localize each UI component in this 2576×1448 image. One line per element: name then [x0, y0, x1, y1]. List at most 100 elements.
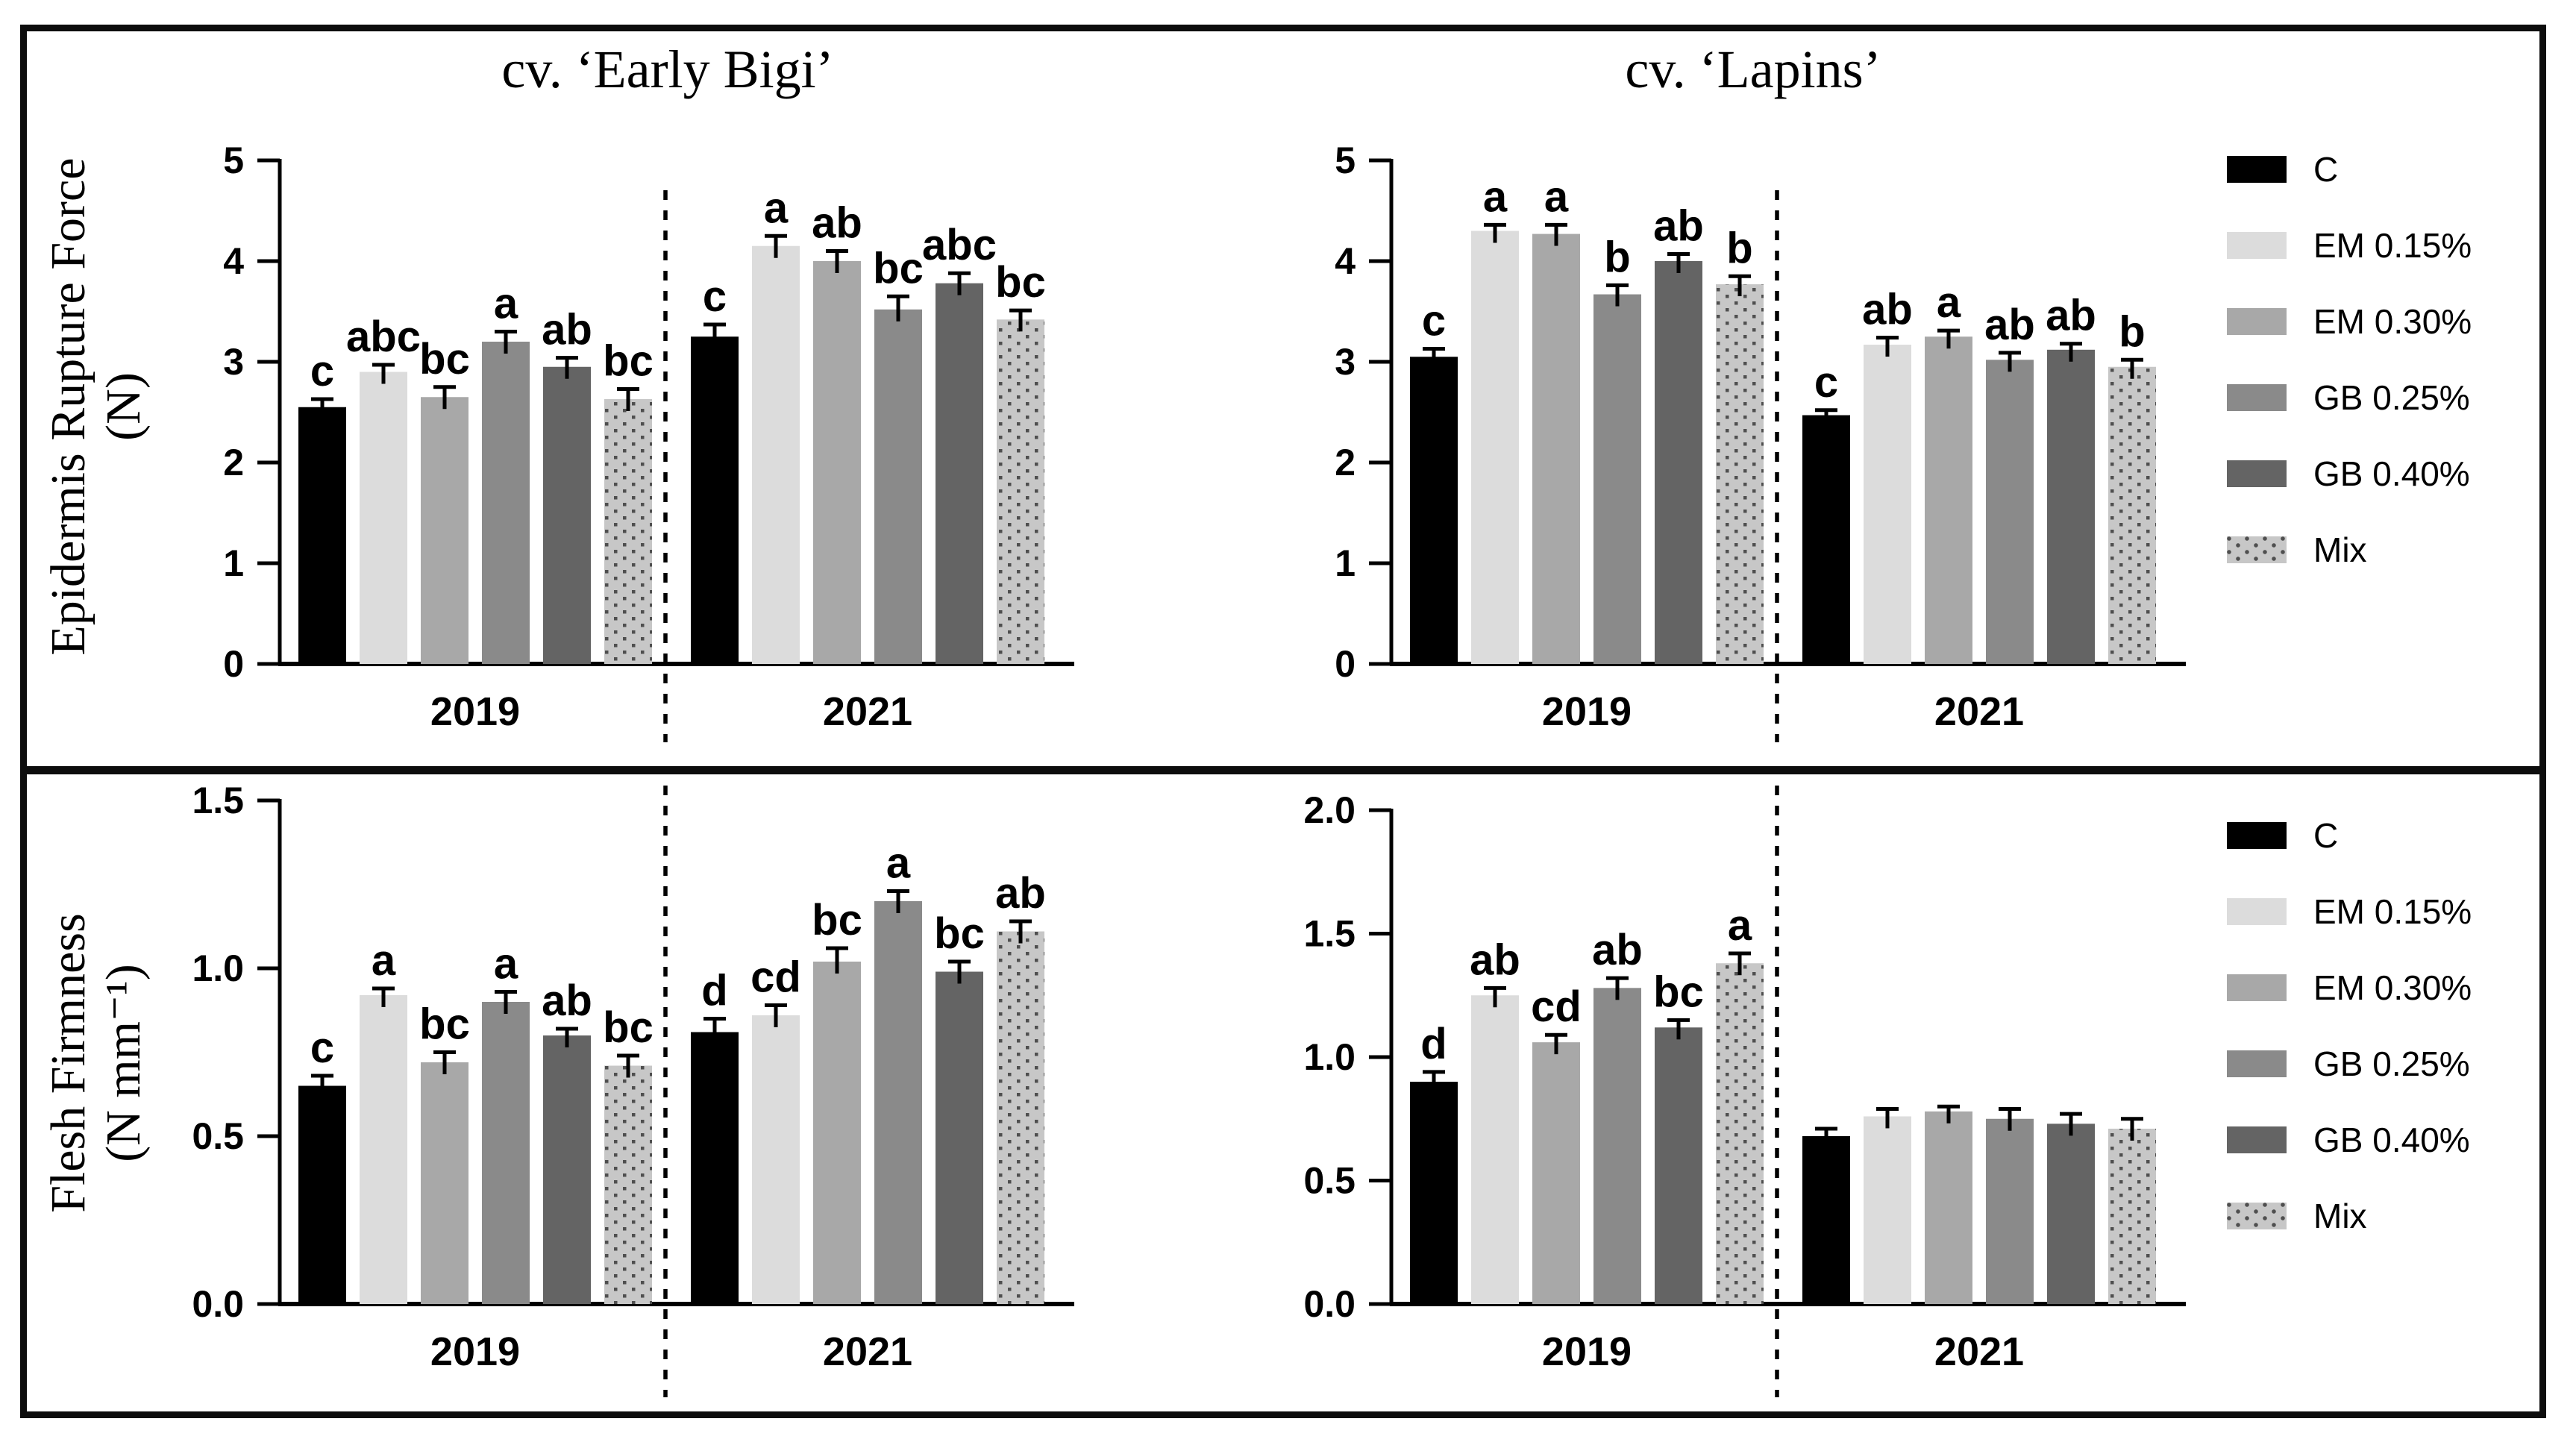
y-axis-tick-label: 2	[1335, 442, 1356, 483]
bar	[997, 931, 1044, 1304]
bar-group-2019-em-0-30-: cd	[1531, 982, 1582, 1304]
significance-letter: bc	[812, 896, 862, 944]
legend-item: C	[2227, 815, 2472, 856]
bar-group-2021-em-0-15-	[1864, 1107, 1911, 1304]
significance-letter: bc	[603, 336, 654, 385]
significance-letter: b	[1726, 224, 1752, 272]
significance-letter: abc	[346, 313, 421, 361]
bar	[997, 319, 1044, 664]
bar-group-2019-mix: bc	[603, 1003, 654, 1304]
bar-group-2021-em-0-30-: a	[1925, 278, 1972, 664]
bar	[813, 962, 861, 1304]
significance-letter: c	[1422, 296, 1446, 345]
bar-group-2021-gb-0-40-	[2047, 1112, 2095, 1304]
y-axis-tick-label: 0	[223, 643, 244, 685]
bar-group-2019-em-0-15-: ab	[1470, 935, 1520, 1304]
bar-group-2019-em-0-30-: bc	[419, 1000, 470, 1304]
bar-group-2021-em-0-15-: a	[752, 184, 800, 664]
bar-group-2019-c: d	[1410, 1020, 1458, 1304]
bar-group-2021-gb-0-25-: bc	[873, 244, 924, 664]
x-group-label-2021: 2021	[823, 689, 912, 734]
bar	[1655, 1027, 1702, 1304]
bar	[1532, 1042, 1580, 1304]
bar-group-2019-gb-0-40-: ab	[542, 977, 592, 1304]
bar-group-2019-em-0-15-: a	[1471, 172, 1519, 664]
bar-group-2021-c: d	[691, 967, 739, 1304]
bar-group-2019-mix: b	[1716, 224, 1764, 664]
panel-title-lapins: cv. ‘Lapins’	[1625, 40, 1881, 99]
row-divider-line	[20, 766, 2546, 774]
significance-letter: abc	[922, 221, 997, 269]
bar	[1986, 1118, 2034, 1304]
bar	[1410, 1082, 1458, 1304]
bar	[1410, 357, 1458, 664]
bar	[874, 309, 922, 664]
significance-letter: d	[701, 967, 727, 1015]
bar-group-2019-c: c	[1410, 296, 1458, 664]
bar	[543, 1035, 591, 1304]
significance-letter: bc	[934, 909, 985, 958]
significance-letter: ab	[1592, 926, 1643, 974]
significance-letter: cd	[750, 953, 801, 1002]
legend-swatch-gb-0-25-	[2227, 1050, 2287, 1077]
bar-group-2019-gb-0-25-: a	[482, 940, 530, 1304]
bar-group-2021-mix	[2108, 1117, 2156, 1304]
bar	[1593, 988, 1641, 1304]
bar-group-2021-c: c	[691, 272, 739, 664]
bar	[936, 283, 983, 664]
significance-letter: c	[1814, 358, 1838, 407]
significance-letter: ab	[1862, 286, 1913, 334]
y-axis-label-line1: Epidermis Rupture Force	[41, 157, 95, 656]
bar	[482, 1002, 530, 1304]
bar-group-2019-c: c	[298, 1024, 346, 1304]
y-axis-tick-label: 0.0	[1303, 1283, 1356, 1325]
x-group-label-2019: 2019	[1542, 689, 1632, 734]
bar-group-2021-mix: ab	[995, 869, 1046, 1304]
legend-item: Mix	[2227, 1196, 2472, 1236]
bar	[691, 1032, 739, 1304]
bar-group-2021-mix: bc	[995, 258, 1046, 664]
bar-group-2021-gb-0-25-: a	[874, 839, 922, 1304]
y-axis-tick-label: 5	[223, 140, 244, 181]
legend-label: EM 0.30%	[2313, 302, 2472, 341]
significance-letter: cd	[1531, 982, 1582, 1031]
bar	[482, 342, 530, 664]
bar	[360, 372, 407, 664]
bar	[1471, 231, 1519, 664]
bar-group-2021-mix: b	[2108, 307, 2156, 664]
legend-top: C EM 0.15% EM 0.30% GB 0.25% GB 0.40% Mix	[2227, 149, 2472, 570]
legend-label: Mix	[2313, 1197, 2367, 1235]
legend-item: GB 0.25%	[2227, 377, 2472, 418]
significance-letter: bc	[419, 1000, 470, 1049]
significance-letter: ab	[542, 977, 592, 1025]
bar	[421, 1062, 468, 1304]
bar	[1925, 336, 1972, 664]
legend-label: C	[2313, 816, 2339, 855]
bar	[421, 397, 468, 664]
bar-group-2021-c	[1802, 1126, 1850, 1304]
y-axis-tick-label: 1.5	[192, 782, 244, 821]
legend-label: EM 0.15%	[2313, 226, 2472, 265]
bar-group-2019-gb-0-25-: ab	[1592, 926, 1643, 1304]
bar	[543, 366, 591, 664]
bar-group-2021-em-0-30-: bc	[812, 896, 862, 1304]
bar	[1716, 963, 1764, 1304]
legend-item: EM 0.30%	[2227, 968, 2472, 1008]
bar	[298, 407, 346, 664]
legend-item: GB 0.40%	[2227, 454, 2472, 494]
y-axis-tick-label: 4	[223, 240, 244, 282]
bar	[1802, 1135, 1850, 1304]
legend-swatch-gb-0-40-	[2227, 1126, 2287, 1153]
bar-group-2019-gb-0-25-: b	[1593, 233, 1641, 664]
bar	[1864, 1116, 1911, 1304]
significance-letter: b	[1604, 233, 1630, 281]
bar	[1655, 261, 1702, 664]
legend-label: EM 0.30%	[2313, 968, 2472, 1007]
legend-swatch-mix	[2227, 536, 2287, 563]
y-axis-tick-label: 2.0	[1303, 789, 1356, 831]
significance-letter: a	[886, 839, 911, 888]
legend-swatch-em-0-15-	[2227, 232, 2287, 259]
panel-title-early-bigi: cv. ‘Early Bigi’	[501, 40, 834, 99]
legend-label: GB 0.40%	[2313, 1121, 2470, 1159]
